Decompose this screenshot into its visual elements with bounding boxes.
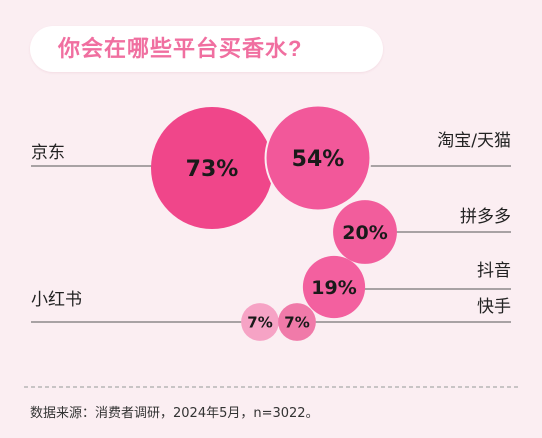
category-label: 快手: [477, 297, 511, 317]
bubble: [302, 255, 366, 319]
chart-title: 你会在哪些平台买香水?: [58, 36, 303, 61]
value-label: 7%: [284, 313, 309, 331]
category-label: 抖音: [477, 261, 511, 281]
category-label: 小红书: [31, 290, 82, 310]
bubble: [333, 200, 397, 264]
value-label: 20%: [342, 222, 387, 244]
bubble: [278, 303, 316, 341]
category-label: 拼多多: [460, 207, 511, 227]
category-label: 淘宝/天猫: [437, 131, 511, 151]
value-label: 19%: [311, 277, 356, 299]
title-pill: 你会在哪些平台买香水?: [30, 26, 383, 72]
source-note: 数据来源：消费者调研，2024年5月，n=3022。: [30, 406, 319, 421]
value-label: 54%: [292, 147, 345, 172]
bubble: [241, 303, 279, 341]
bubble: [264, 104, 372, 212]
category-label: 京东: [31, 143, 65, 163]
value-label: 7%: [247, 313, 272, 331]
value-label: 73%: [186, 157, 239, 182]
bubble: [151, 107, 273, 229]
